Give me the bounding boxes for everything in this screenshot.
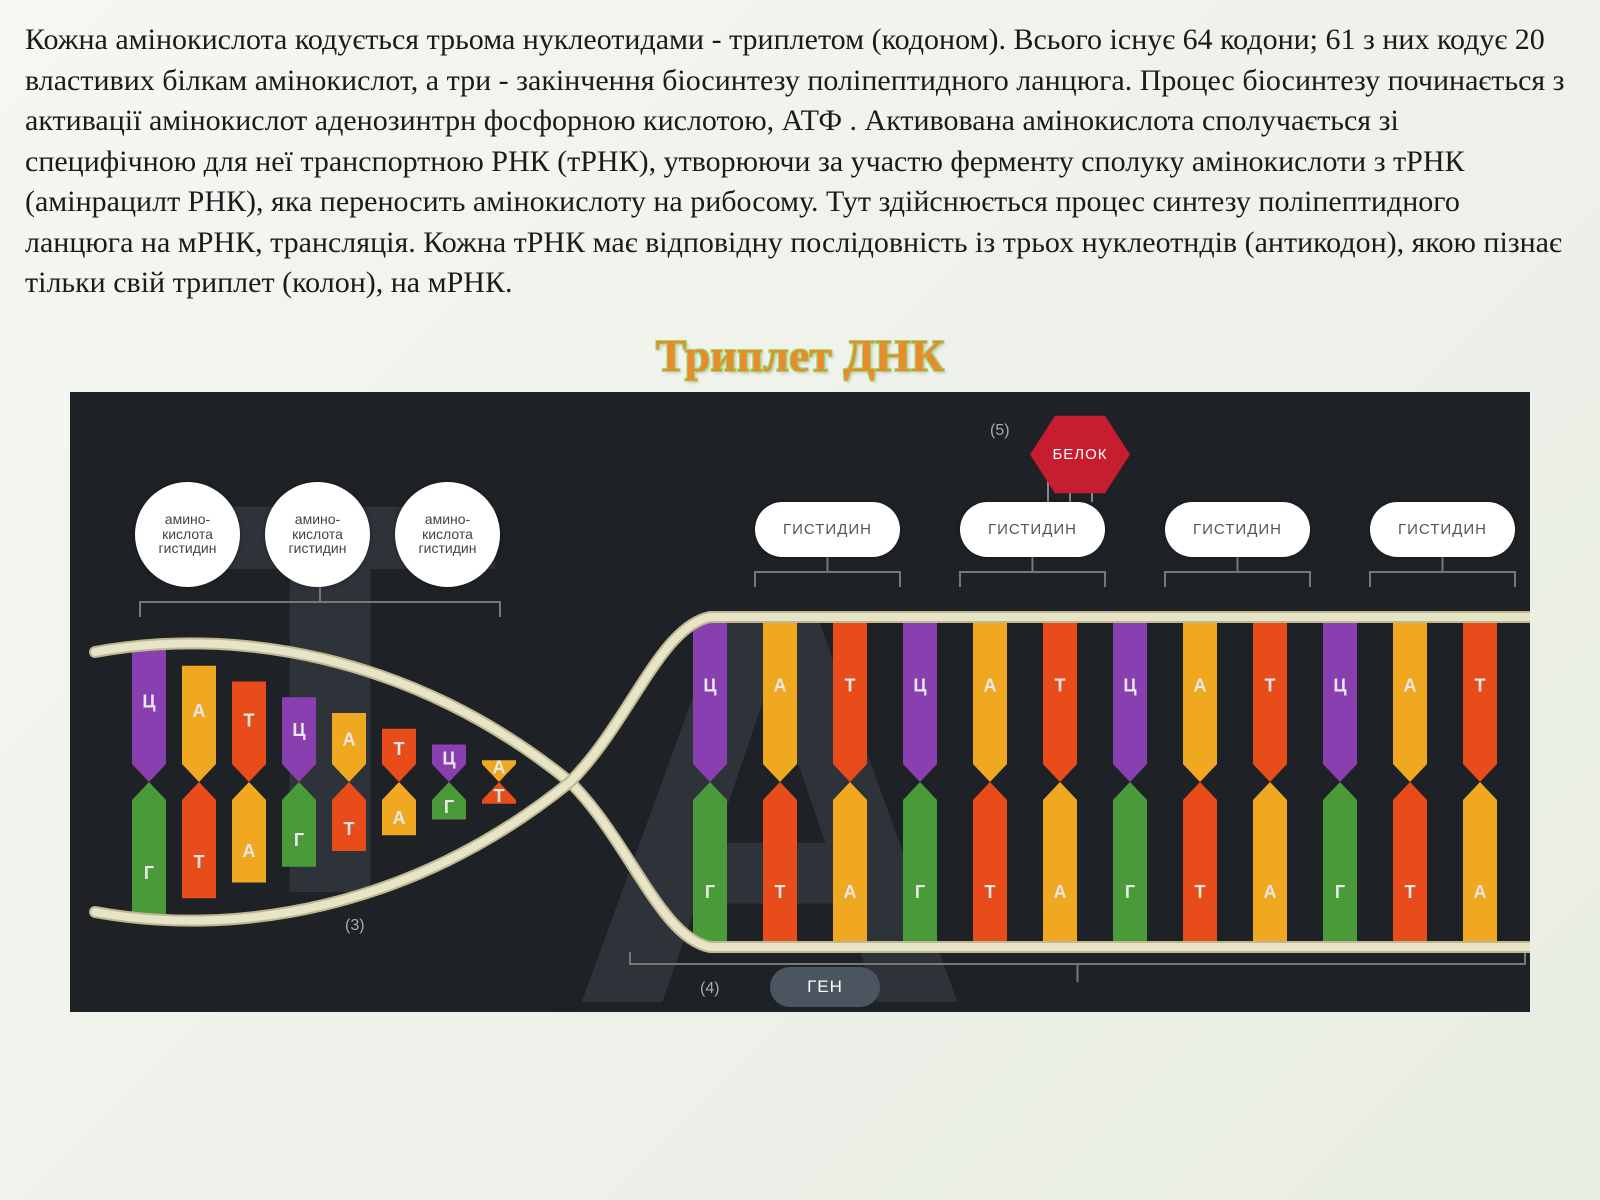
svg-text:Г: Г [444,797,454,817]
svg-text:А: А [393,808,406,828]
svg-text:А: А [1264,882,1277,902]
svg-text:Ц: Ц [442,748,456,768]
svg-text:Ц: Ц [1123,675,1137,695]
svg-text:Т: Т [775,882,786,902]
svg-text:Г: Г [1335,882,1345,902]
marker5: (5) [990,422,1010,440]
svg-text:Т: Т [244,710,255,730]
svg-text:А: А [1404,675,1417,695]
svg-text:Т: Т [394,738,405,758]
histidine-oval-0: ГИСТИДИН [755,502,900,557]
svg-text:Т: Т [494,785,505,805]
paragraph: Кожна амінокислота кодується трьома нукл… [0,0,1600,314]
gene-oval: ГЕН [770,967,880,1007]
svg-text:Г: Г [1125,882,1135,902]
svg-text:Ц: Ц [292,719,306,739]
svg-text:Ц: Ц [913,675,927,695]
svg-text:А: А [844,882,857,902]
histidine-oval-2: ГИСТИДИН [1165,502,1310,557]
svg-text:Г: Г [705,882,715,902]
svg-text:А: А [1474,882,1487,902]
dna-diagram: TAЦАТЦАТЦАГТАГТАГТЦАТЦАТЦАТЦАТГТАГТАГТАГ… [70,392,1530,1012]
svg-text:А: А [1194,675,1207,695]
svg-text:Т: Т [1055,675,1066,695]
svg-text:Т: Т [845,675,856,695]
svg-text:Ц: Ц [142,691,156,711]
histidine-oval-3: ГИСТИДИН [1370,502,1515,557]
svg-text:А: А [243,841,256,861]
belok-hexagon: БЕЛОК [1030,412,1130,498]
svg-text:Т: Т [985,882,996,902]
svg-text:А: А [343,729,356,749]
svg-text:Г: Г [915,882,925,902]
svg-text:А: А [774,675,787,695]
svg-text:А: А [984,675,997,695]
amino-circle-2: амино-кислотагистидин [395,482,500,587]
svg-text:А: А [1054,882,1067,902]
histidine-oval-1: ГИСТИДИН [960,502,1105,557]
marker4: (4) [700,980,720,998]
svg-text:Т: Т [1265,675,1276,695]
svg-text:Г: Г [144,863,154,883]
svg-text:Г: Г [294,830,304,850]
svg-text:Т: Т [1195,882,1206,902]
svg-text:Т: Т [1405,882,1416,902]
svg-text:Т: Т [1475,675,1486,695]
amino-circle-0: амино-кислотагистидин [135,482,240,587]
svg-text:А: А [493,757,506,777]
svg-text:Т: Т [194,852,205,872]
svg-text:Ц: Ц [1333,675,1347,695]
svg-text:Ц: Ц [703,675,717,695]
svg-text:А: А [193,700,206,720]
amino-circle-1: амино-кислотагистидин [265,482,370,587]
heading-triplet-dnk: Триплет ДНК [0,329,1600,382]
marker3: (3) [345,917,365,935]
svg-text:Т: Т [344,819,355,839]
dna-svg: TAЦАТЦАТЦАГТАГТАГТЦАТЦАТЦАТЦАТГТАГТАГТАГ… [70,392,1530,1012]
